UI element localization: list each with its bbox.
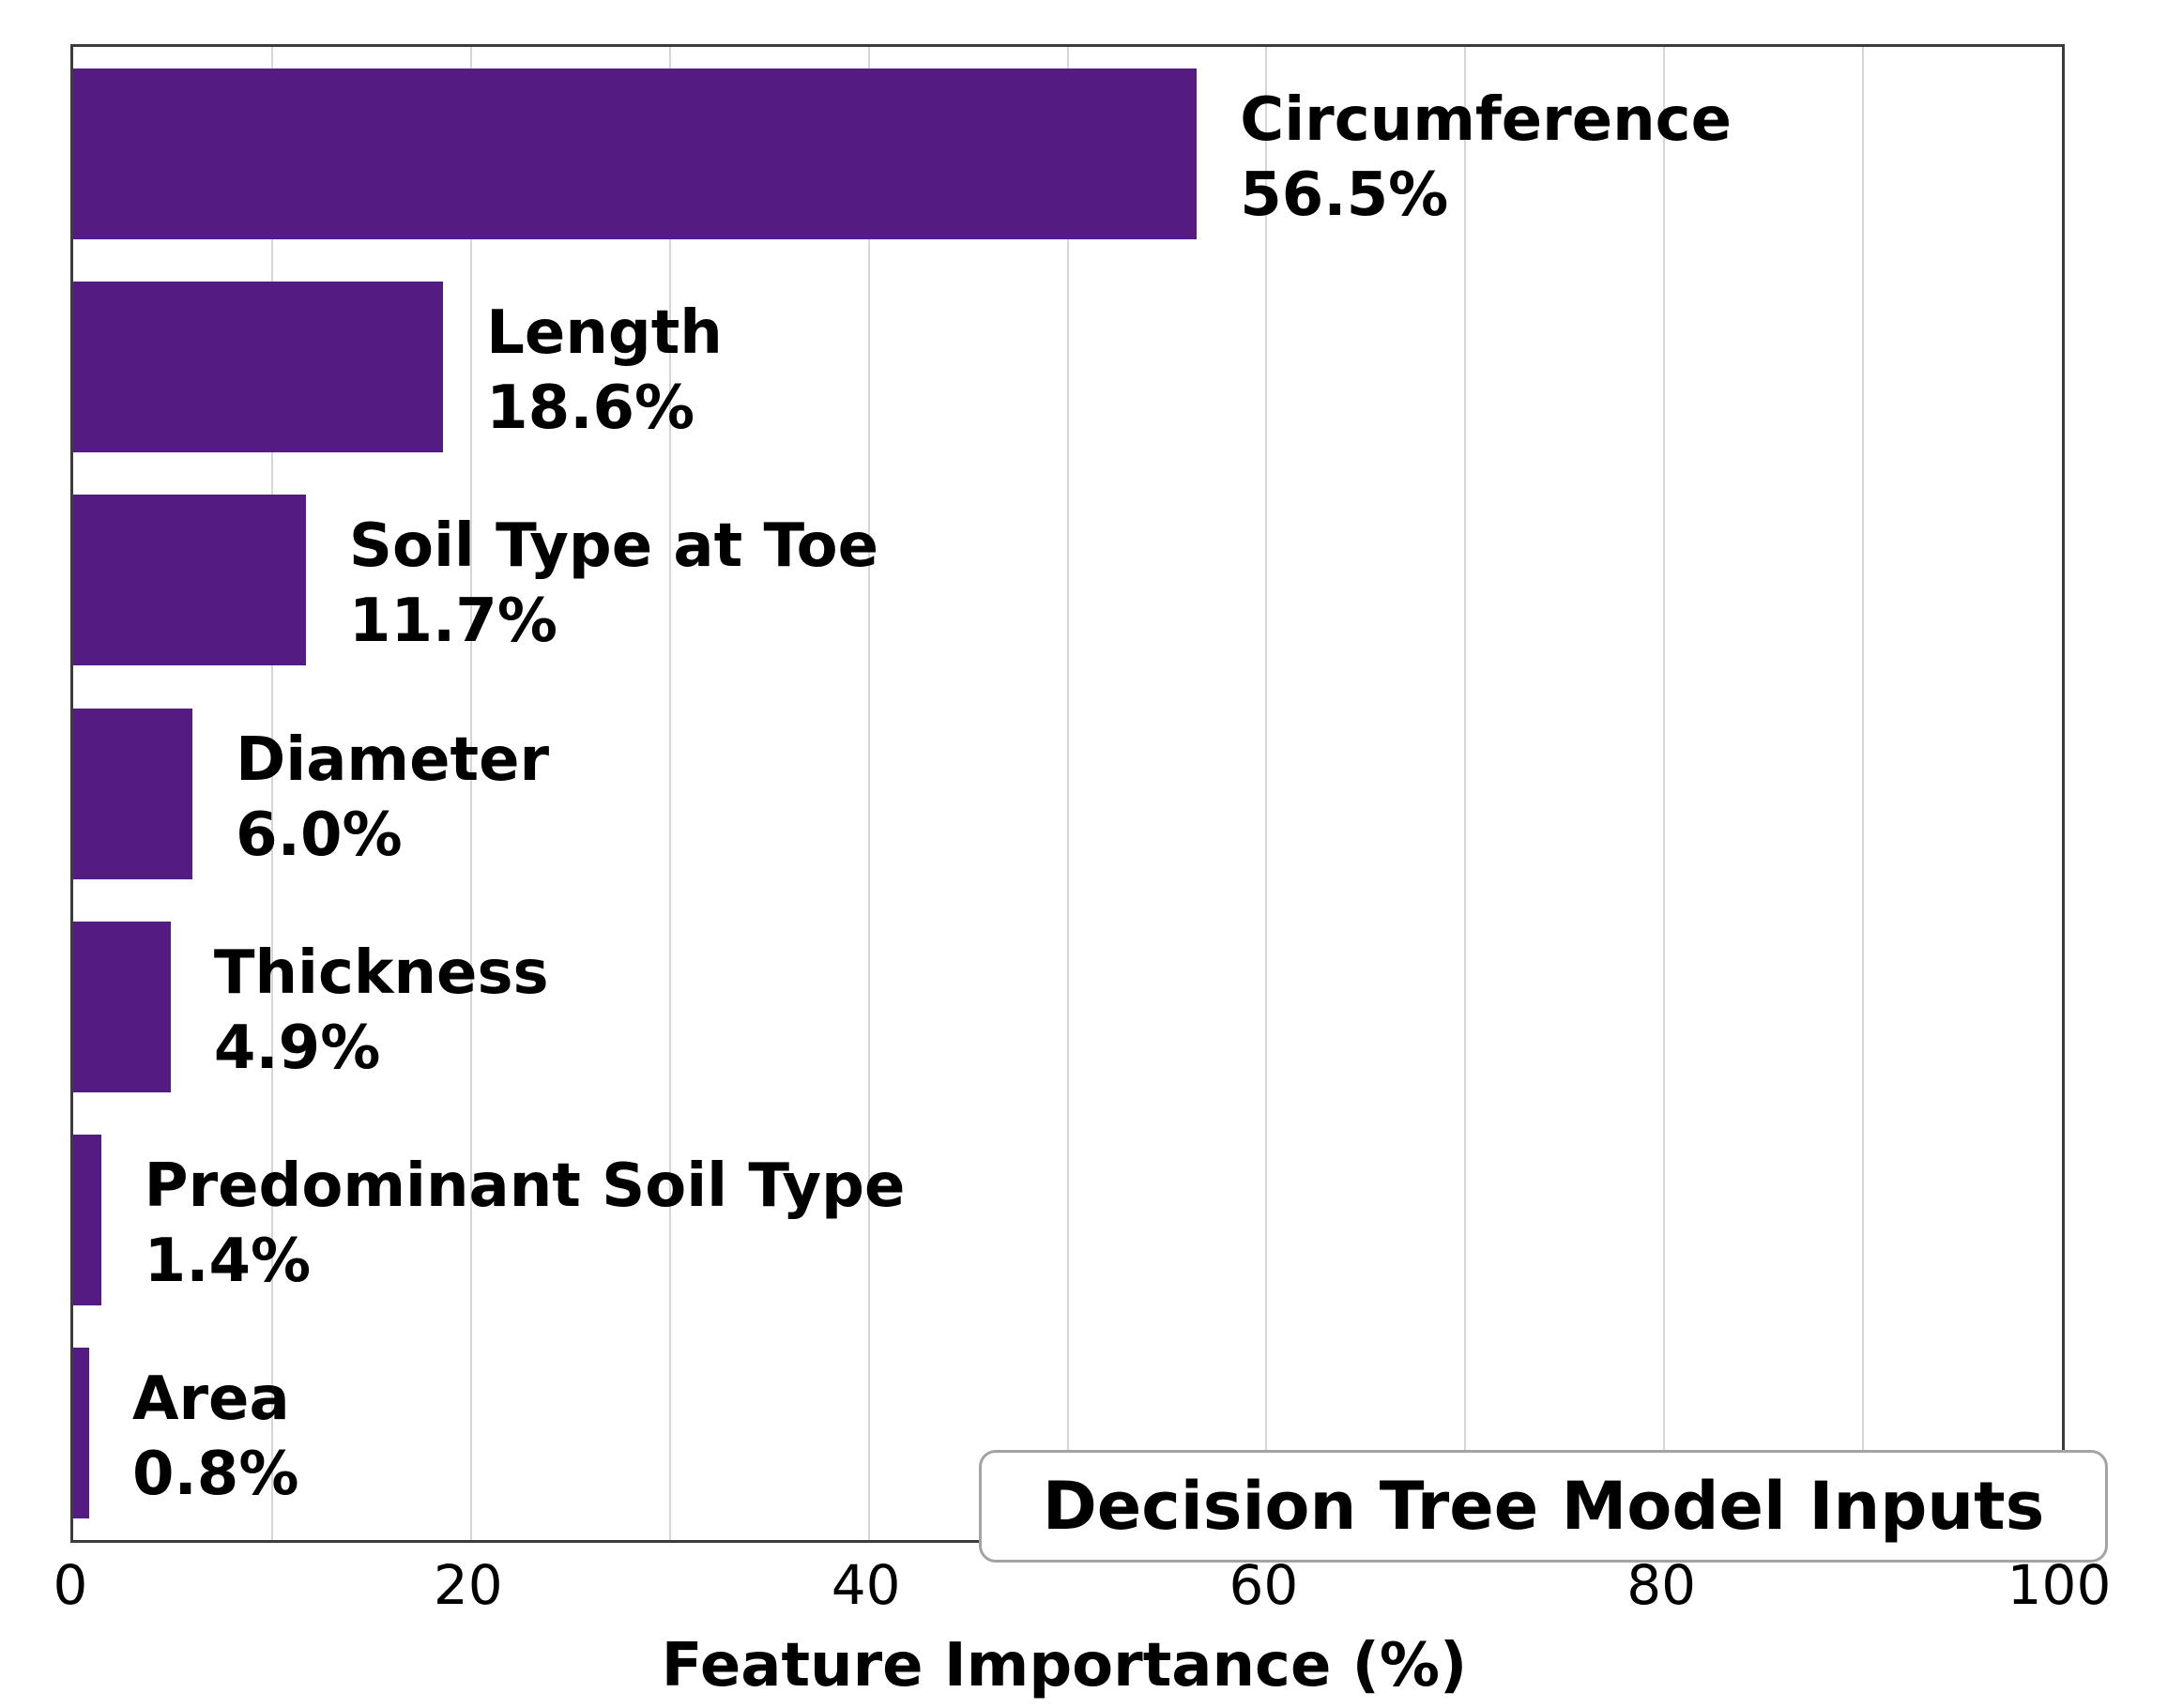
x-tick-100: 100 xyxy=(2007,1553,2112,1617)
bar-label-value: 56.5% xyxy=(1240,160,1449,230)
bar-label-area: Area 0.8% xyxy=(132,1362,299,1512)
bar-label-soil-type-at-toe: Soil Type at Toe 11.7% xyxy=(349,509,878,659)
bar-label-name: Area xyxy=(131,1365,290,1435)
bar-label-value: 1.4% xyxy=(144,1227,312,1297)
x-tick-60: 60 xyxy=(1229,1553,1299,1617)
bar-circumference xyxy=(73,68,1198,239)
gridline-40 xyxy=(867,47,870,1540)
gridline-10 xyxy=(270,47,273,1540)
bar-label-name: Soil Type at Toe xyxy=(348,511,879,582)
plot-area: Circumference 56.5% Length 18.6% Soil Type a… xyxy=(70,44,2108,1563)
bar-label-thickness: Thickness 4.9% xyxy=(214,936,549,1086)
bar-label-circumference: Circumference 56.5% xyxy=(1240,83,1732,233)
bar-label-diameter: Diameter 6.0% xyxy=(236,723,549,873)
x-tick-40: 40 xyxy=(831,1553,901,1617)
bar-diameter xyxy=(73,708,193,879)
bar-predominant-soil-type xyxy=(73,1135,101,1306)
bar-label-name: Thickness xyxy=(213,938,549,1008)
bar-label-name: Predominant Soil Type xyxy=(144,1151,906,1222)
annotation-box: Decision Tree Model Inputs xyxy=(979,1450,2108,1563)
annotation-text: Decision Tree Model Inputs xyxy=(1042,1468,2045,1545)
x-axis-label: Feature Importance (%) xyxy=(661,1631,1468,1700)
bar-label-value: 11.7% xyxy=(348,587,557,657)
gridline-50 xyxy=(1066,47,1069,1540)
gridline-70 xyxy=(1464,47,1467,1540)
gridline-80 xyxy=(1663,47,1666,1540)
bar-label-value: 4.9% xyxy=(213,1013,381,1083)
bar-label-value: 6.0% xyxy=(236,800,403,870)
bar-soil-type-at-toe xyxy=(73,495,306,666)
x-tick-20: 20 xyxy=(433,1553,503,1617)
bar-thickness xyxy=(73,921,171,1092)
bar-label-name: Length xyxy=(486,297,723,368)
bar-area xyxy=(73,1348,89,1519)
bar-label-length: Length 18.6% xyxy=(486,296,723,446)
bar-label-value: 18.6% xyxy=(486,373,695,443)
gridline-60 xyxy=(1265,47,1268,1540)
gridline-20 xyxy=(469,47,472,1540)
bar-label-value: 0.8% xyxy=(131,1440,299,1510)
bar-label-name: Circumference xyxy=(1240,84,1733,155)
bar-length xyxy=(73,281,444,452)
gridline-30 xyxy=(668,47,671,1540)
bar-label-name: Diameter xyxy=(236,724,550,795)
gridline-90 xyxy=(1862,47,1865,1540)
bar-label-predominant-soil-type: Predominant Soil Type 1.4% xyxy=(145,1149,906,1299)
x-tick-0: 0 xyxy=(53,1553,88,1617)
x-tick-80: 80 xyxy=(1626,1553,1697,1617)
